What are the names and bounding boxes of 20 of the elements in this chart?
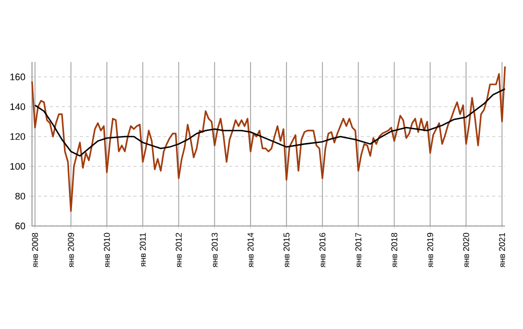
x-tick-label: янв 2018	[391, 232, 398, 268]
y-tick-label: 100	[10, 163, 26, 170]
x-tick-label: янв 2019	[427, 232, 434, 268]
x-tick-label: янв 2017	[355, 232, 362, 268]
x-tick-label: янв 2012	[176, 232, 182, 268]
x-tick-label: янв 2010	[104, 232, 110, 268]
x-tick-label: янв 2020	[463, 232, 470, 268]
y-tick-label: 60	[15, 222, 26, 230]
x-tick-label: янв 2016	[319, 232, 326, 268]
x-tick-label: янв 2009	[68, 232, 74, 268]
x-tick-label: янв 2014	[248, 232, 254, 268]
x-tick-label: янв 2011	[140, 232, 146, 267]
y-tick-label: 160	[10, 74, 26, 80]
x-tick-label: янв 2008	[32, 232, 38, 268]
y-tick-label: 140	[10, 103, 26, 110]
y-tick-label: 80	[15, 192, 26, 200]
y-tick-label: 120	[10, 133, 26, 140]
x-tick-label: янв 2015	[283, 232, 290, 268]
x-tick-label: янв 2021	[499, 232, 506, 268]
x-tick-label: янв 2013	[212, 232, 218, 268]
